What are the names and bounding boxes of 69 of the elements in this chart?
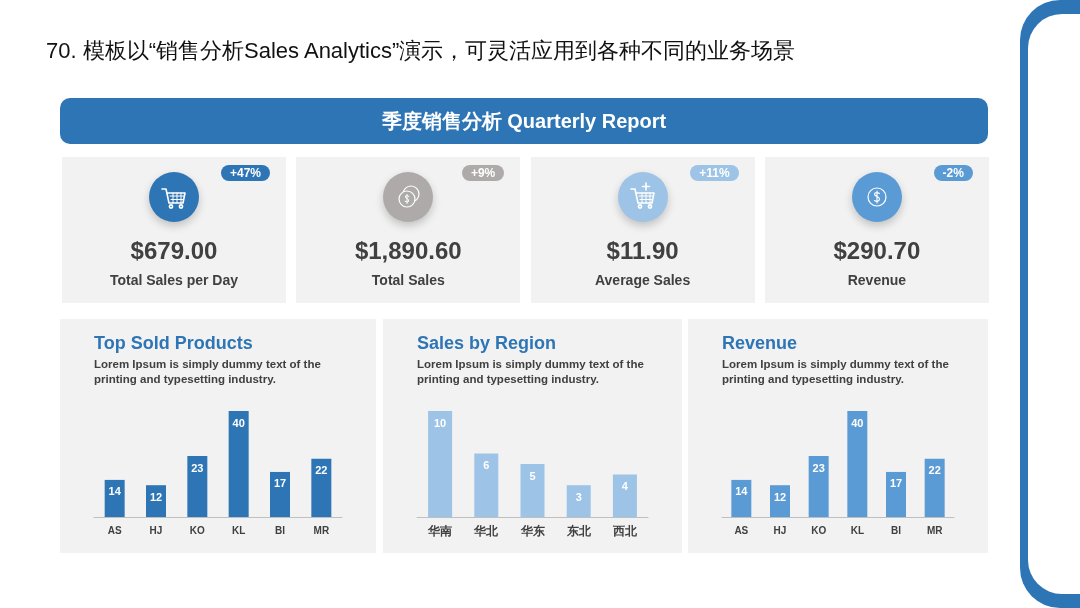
data-label: 10 xyxy=(433,416,447,429)
text: -2% xyxy=(933,165,973,181)
data-label: 14 xyxy=(108,485,122,498)
x-tick-label: AS xyxy=(734,524,749,536)
bar xyxy=(731,479,752,517)
x-tick-label: KO xyxy=(189,524,206,536)
bar xyxy=(566,485,591,517)
chart-subtitle: Lorem Ipsum is simply dummy text of the printing and typesetting industry. xyxy=(722,357,950,387)
data-label: 12 xyxy=(773,490,787,503)
text: 季度销售分析 Quarterly Report xyxy=(60,98,988,144)
text: $290.70 xyxy=(832,237,922,265)
text: $679.00 xyxy=(129,237,219,265)
data-label: 14 xyxy=(735,485,749,498)
x-tick-label: MR xyxy=(926,524,944,536)
data-label: 12 xyxy=(149,490,163,503)
bar xyxy=(474,453,499,517)
chart-title: Top Sold Products xyxy=(94,333,253,354)
data-label: 23 xyxy=(812,461,825,474)
x-tick-label: HJ xyxy=(149,524,163,536)
data-label: 6 xyxy=(483,458,490,471)
text: $11.90 xyxy=(605,237,680,265)
text: Total Sales per Day xyxy=(108,272,240,288)
text: Average Sales xyxy=(594,272,692,288)
bar xyxy=(270,471,290,517)
data-label: 40 xyxy=(232,416,245,429)
bar xyxy=(187,456,208,517)
bar xyxy=(311,458,332,517)
bar xyxy=(924,458,945,517)
x-tick-label: BI xyxy=(275,524,286,536)
bar xyxy=(612,474,637,517)
x-tick-label: 西北 xyxy=(611,524,638,538)
x-tick-label: KL xyxy=(231,524,246,536)
text: $1,890.60 xyxy=(353,237,463,265)
x-tick-label: MR xyxy=(313,524,330,536)
x-tick-label: 华东 xyxy=(519,524,545,538)
x-tick-label: 华南 xyxy=(427,524,453,538)
chart-title: Sales by Region xyxy=(417,333,557,354)
text: +11% xyxy=(690,165,739,181)
x-tick-label: KO xyxy=(811,524,827,536)
data-label: 23 xyxy=(191,461,204,474)
chart-title: Revenue xyxy=(722,333,798,354)
data-label: 4 xyxy=(621,480,629,493)
text: +9% xyxy=(461,165,505,181)
bar xyxy=(886,471,906,517)
bar xyxy=(847,411,868,517)
x-tick-label: HJ xyxy=(773,524,787,536)
bar xyxy=(228,411,249,517)
x-tick-label: KL xyxy=(850,524,865,536)
data-label: 40 xyxy=(851,416,864,429)
bar xyxy=(808,456,829,517)
data-label: 3 xyxy=(575,490,582,503)
chart-subtitle: Lorem Ipsum is simply dummy text of the printing and typesetting industry. xyxy=(94,357,322,387)
text: Revenue xyxy=(846,272,908,288)
text: Total Sales xyxy=(370,272,446,288)
text: +47% xyxy=(220,165,270,181)
x-tick-label: 东北 xyxy=(565,524,592,538)
data-label: 17 xyxy=(273,477,287,490)
data-label: 22 xyxy=(928,464,941,477)
bar xyxy=(520,464,545,517)
x-tick-label: AS xyxy=(107,524,122,536)
x-tick-label: 华北 xyxy=(473,524,500,538)
text: 70. 模板以“销售分析Sales Analytics”演示，可灵活应用到各种不同的业务场景 xyxy=(46,37,796,65)
bar xyxy=(104,479,125,517)
data-label: 22 xyxy=(315,464,328,477)
x-tick-label: BI xyxy=(891,524,902,536)
data-label: 17 xyxy=(889,477,903,490)
chart-subtitle: Lorem Ipsum is simply dummy text of the printing and typesetting industry. xyxy=(417,357,645,387)
bar xyxy=(428,411,453,517)
data-label: 5 xyxy=(529,469,536,482)
